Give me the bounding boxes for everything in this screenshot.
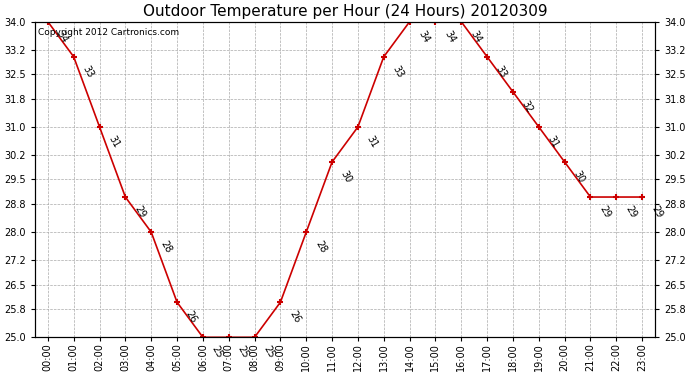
Text: 25: 25 xyxy=(236,344,250,360)
Text: 33: 33 xyxy=(494,64,509,80)
Text: 34: 34 xyxy=(442,28,457,44)
Text: 31: 31 xyxy=(106,134,121,150)
Text: 33: 33 xyxy=(391,64,406,80)
Title: Outdoor Temperature per Hour (24 Hours) 20120309: Outdoor Temperature per Hour (24 Hours) … xyxy=(143,4,547,19)
Text: 30: 30 xyxy=(571,169,586,184)
Text: 32: 32 xyxy=(520,99,535,114)
Text: Copyright 2012 Cartronics.com: Copyright 2012 Cartronics.com xyxy=(38,28,179,37)
Text: 30: 30 xyxy=(339,169,354,184)
Text: 29: 29 xyxy=(132,204,147,220)
Text: 26: 26 xyxy=(184,309,199,325)
Text: 34: 34 xyxy=(469,28,483,44)
Text: 33: 33 xyxy=(81,64,95,80)
Text: 28: 28 xyxy=(313,239,328,255)
Text: 25: 25 xyxy=(210,344,225,360)
Text: 25: 25 xyxy=(262,344,277,360)
Text: 31: 31 xyxy=(365,134,380,150)
Text: 29: 29 xyxy=(649,204,664,220)
Text: 26: 26 xyxy=(287,309,302,325)
Text: 29: 29 xyxy=(598,204,612,220)
Text: 29: 29 xyxy=(623,204,638,220)
Text: 34: 34 xyxy=(55,28,70,44)
Text: 28: 28 xyxy=(158,239,173,255)
Text: 31: 31 xyxy=(546,134,560,150)
Text: 34: 34 xyxy=(417,28,431,44)
